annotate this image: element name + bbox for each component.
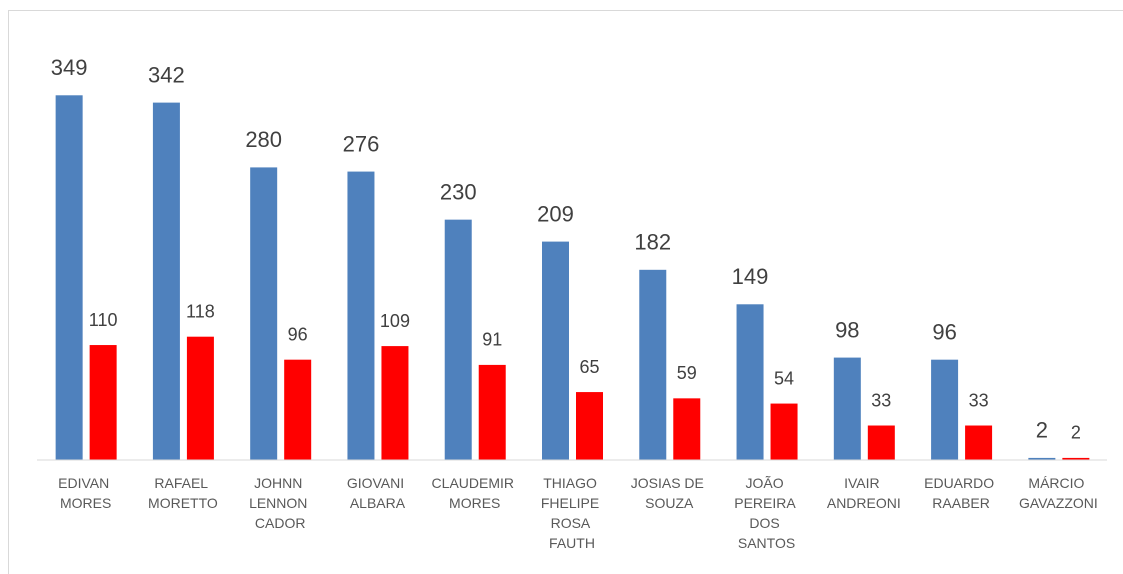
- x-tick-label-line: SOUZA: [645, 495, 694, 511]
- bar: [833, 357, 861, 460]
- value-label: 276: [343, 131, 380, 156]
- value-label: 110: [89, 310, 118, 330]
- value-label: 280: [245, 127, 282, 152]
- bar: [965, 425, 993, 460]
- bar: [186, 336, 214, 460]
- bar: [347, 171, 375, 460]
- value-label: 342: [148, 62, 185, 87]
- bar: [1062, 457, 1090, 460]
- bar: [639, 269, 667, 460]
- x-tick-label: EDIVAN MORES: [58, 475, 113, 511]
- x-tick-label: JOÃO PEREIRA DOS SANTOS: [734, 475, 799, 551]
- value-label: 149: [732, 264, 769, 289]
- value-label: 33: [871, 390, 891, 410]
- bar: [55, 95, 83, 461]
- value-label: 54: [774, 368, 794, 388]
- bar: [931, 359, 959, 460]
- x-tick-label-line: ALBARA: [350, 495, 406, 511]
- x-tick-label-line: RAFAEL: [154, 475, 211, 491]
- bar: [478, 364, 506, 460]
- value-label: 33: [969, 390, 989, 410]
- x-tick-label-line: FAUTH: [549, 535, 595, 551]
- value-label: 2: [1036, 418, 1048, 443]
- x-tick-label-line: MORETTO: [148, 495, 218, 511]
- x-tick-label-line: MÁRCIO: [1028, 475, 1088, 491]
- value-label: 96: [932, 319, 956, 344]
- x-tick-label-line: LENNON: [249, 495, 311, 511]
- bar: [673, 398, 701, 460]
- x-tick-label-line: EDUARDO: [924, 475, 998, 491]
- bar: [770, 403, 798, 460]
- x-tick-label: JOSIAS DE SOUZA: [631, 475, 708, 511]
- value-label: 118: [186, 301, 215, 321]
- x-tick-label: RAFAEL MORETTO: [148, 475, 218, 511]
- bar: [736, 304, 764, 460]
- x-tick-label-line: GIOVANI: [347, 475, 408, 491]
- x-tick-label-line: JOSIAS DE: [631, 475, 708, 491]
- x-tick-label: THIAGO FHELIPE ROSA FAUTH: [541, 475, 603, 551]
- value-label: 98: [835, 317, 859, 342]
- value-label: 230: [440, 179, 477, 204]
- x-tick-label-line: RAABER: [932, 495, 990, 511]
- bar: [89, 345, 117, 460]
- value-label: 209: [537, 201, 574, 226]
- bar: [381, 346, 409, 460]
- x-tick-label-line: PEREIRA: [734, 495, 799, 511]
- x-tick-label-line: JOÃO: [746, 475, 788, 491]
- bar: [576, 392, 603, 460]
- bar: [444, 219, 472, 460]
- bar: [284, 359, 312, 460]
- value-label: 59: [677, 363, 697, 383]
- bar: [1028, 457, 1056, 460]
- x-tick-label: GIOVANI ALBARA: [347, 475, 408, 511]
- x-tick-label-line: SANTOS: [738, 535, 795, 551]
- value-label: 2: [1071, 423, 1081, 443]
- x-tick-label-line: THIAGO: [543, 475, 601, 491]
- x-tick-label-line: ANDREONI: [827, 495, 901, 511]
- x-tick-label-line: CLAUDEMIR: [432, 475, 518, 491]
- chart-frame: [8, 10, 1123, 574]
- x-tick-label-line: CADOR: [255, 515, 306, 531]
- bar: [542, 241, 569, 460]
- x-tick-label: CLAUDEMIR MORES: [432, 475, 518, 511]
- x-tick-label-line: DOS: [749, 515, 783, 531]
- bar: [867, 425, 895, 460]
- x-tick-label-line: JOHNN: [254, 475, 306, 491]
- x-tick-label-line: MORES: [60, 495, 111, 511]
- x-tick-label: MÁRCIO GAVAZZONI: [1019, 475, 1098, 511]
- bar: [250, 167, 278, 460]
- x-tick-label: EDUARDO RAABER: [924, 475, 998, 511]
- x-tick-label-line: ROSA: [551, 515, 594, 531]
- value-label: 96: [288, 324, 308, 344]
- x-tick-label-line: GAVAZZONI: [1019, 495, 1098, 511]
- x-tick-label-line: MORES: [449, 495, 500, 511]
- value-label: 91: [482, 330, 502, 350]
- value-label: 65: [579, 357, 599, 377]
- x-tick-label-line: FHELIPE: [541, 495, 603, 511]
- value-label: 349: [51, 55, 88, 80]
- x-tick-label-line: IVAIR: [844, 475, 883, 491]
- x-tick-label: IVAIR ANDREONI: [827, 475, 901, 511]
- x-tick-label-line: EDIVAN: [58, 475, 113, 491]
- value-label: 182: [634, 230, 671, 255]
- x-tick-label: JOHNN LENNON CADOR: [249, 475, 311, 531]
- value-label: 109: [380, 311, 410, 331]
- bar: [152, 102, 180, 461]
